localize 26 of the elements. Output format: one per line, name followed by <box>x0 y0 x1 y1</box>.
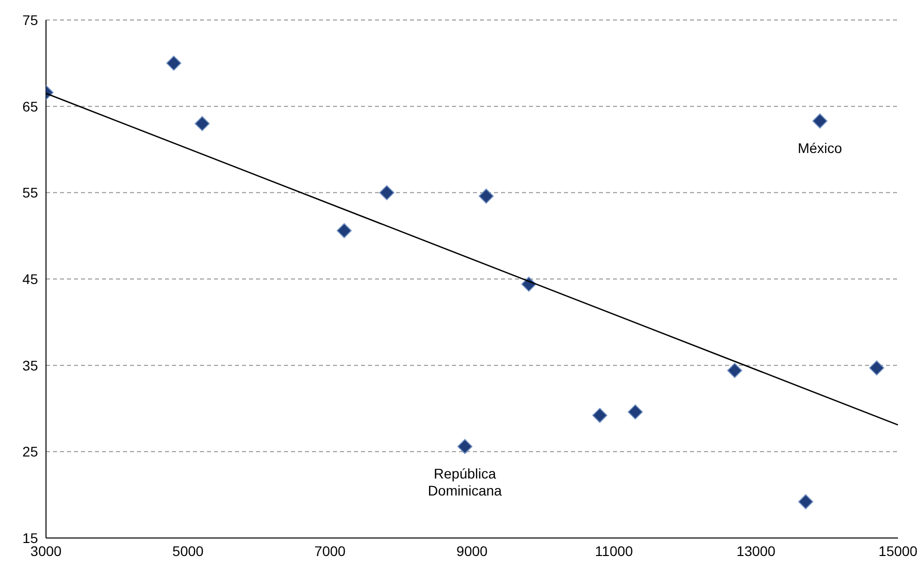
x-tick-label: 15000 <box>878 542 918 559</box>
point <box>166 56 182 71</box>
x-tick-label: 13000 <box>736 542 776 559</box>
y-tick-label: 45 <box>22 270 38 287</box>
y-tick-label: 55 <box>22 184 38 201</box>
annotation: México <box>798 140 842 156</box>
point <box>592 408 608 423</box>
y-tick-label: 65 <box>22 98 38 114</box>
point <box>869 360 884 376</box>
point <box>727 363 742 378</box>
point <box>798 494 814 510</box>
y-tick-label: 75 <box>22 12 38 28</box>
point <box>457 438 472 454</box>
annotation: República Dominicana <box>428 465 502 498</box>
x-tick-label: 5000 <box>172 542 204 559</box>
point <box>478 188 494 204</box>
point <box>336 223 352 238</box>
point <box>628 404 643 420</box>
x-tick-label: 9000 <box>456 542 488 559</box>
y-tick-label: 25 <box>22 444 38 460</box>
x-tick-label: 11000 <box>595 542 634 559</box>
point <box>194 116 210 132</box>
x-tick-label: 7000 <box>314 542 346 559</box>
point <box>812 114 828 129</box>
point <box>379 185 394 200</box>
y-tick-label: 35 <box>22 357 38 374</box>
